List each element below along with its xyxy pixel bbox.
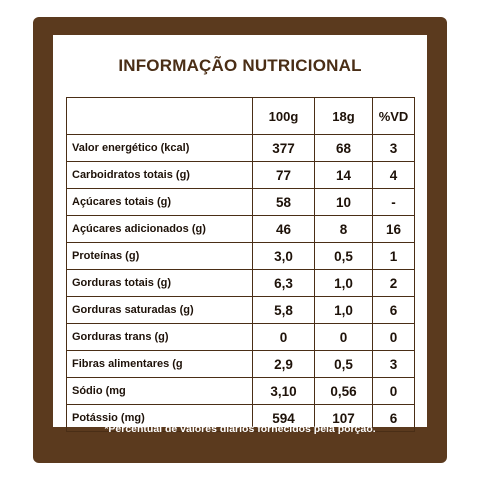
row-label: Fibras alimentares (g [66,350,253,378]
value-18g: 68 [314,134,373,162]
table-row: Carboidratos totais (g) 77 14 4 [66,161,415,189]
value-100g: 0 [252,323,315,351]
nutrition-title: INFORMAÇÃO NUTRICIONAL [118,56,362,75]
value-vd: 1 [372,242,415,270]
row-label: Carboidratos totais (g) [66,161,253,189]
table-row: Sódio (mg 3,10 0,56 0 [66,377,415,405]
table-row: Fibras alimentares (g 2,9 0,5 3 [66,350,415,378]
value-vd: 2 [372,269,415,297]
row-label: Açúcares totais (g) [66,188,253,216]
value-100g: 3,10 [252,377,315,405]
value-vd: - [372,188,415,216]
value-18g: 14 [314,161,373,189]
value-18g: 0,5 [314,350,373,378]
table-row: Proteínas (g) 3,0 0,5 1 [66,242,415,270]
value-100g: 594 [252,404,315,432]
value-100g: 77 [252,161,315,189]
row-label: Açúcares adicionados (g) [66,215,253,243]
value-vd: 6 [372,404,415,432]
row-label: Proteínas (g) [66,242,253,270]
table-row: Gorduras trans (g) 0 0 0 [66,323,415,351]
footnote: *Percentual de valores diários fornecido… [104,423,376,435]
row-label: Sódio (mg [66,377,253,405]
nutrition-panel: INFORMAÇÃO NUTRICIONAL 100g 18g %VD Valo… [53,35,427,432]
value-vd: 4 [372,161,415,189]
value-100g: 46 [252,215,315,243]
table-row: Potássio (mg) 594 107 6 [66,404,415,432]
value-18g: 1,0 [314,296,373,324]
value-vd: 3 [372,134,415,162]
value-18g: 0,56 [314,377,373,405]
table-row: Gorduras totais (g) 6,3 1,0 2 [66,269,415,297]
header-vd: %VD [372,97,415,135]
row-label: Gorduras saturadas (g) [66,296,253,324]
value-vd: 6 [372,296,415,324]
value-100g: 5,8 [252,296,315,324]
row-label: Gorduras trans (g) [66,323,253,351]
table-row: Valor energético (kcal) 377 68 3 [66,134,415,162]
table-row: Açúcares totais (g) 58 10 - [66,188,415,216]
value-100g: 2,9 [252,350,315,378]
nutrition-card: INFORMAÇÃO NUTRICIONAL 100g 18g %VD Valo… [33,17,447,463]
value-vd: 0 [372,323,415,351]
header-row: 100g 18g %VD [66,97,415,135]
value-100g: 377 [252,134,315,162]
value-18g: 0 [314,323,373,351]
value-100g: 6,3 [252,269,315,297]
value-vd: 16 [372,215,415,243]
header-empty [66,97,253,135]
value-vd: 3 [372,350,415,378]
nutrition-table: 100g 18g %VD Valor energético (kcal) 377… [66,97,415,432]
value-18g: 1,0 [314,269,373,297]
value-18g: 0,5 [314,242,373,270]
value-vd: 0 [372,377,415,405]
value-18g: 8 [314,215,373,243]
table-row: Gorduras saturadas (g) 5,8 1,0 6 [66,296,415,324]
row-label: Valor energético (kcal) [66,134,253,162]
value-100g: 58 [252,188,315,216]
row-label: Gorduras totais (g) [66,269,253,297]
table-row: Açúcares adicionados (g) 46 8 16 [66,215,415,243]
header-18g: 18g [314,97,373,135]
row-label: Potássio (mg) [66,404,253,432]
header-100g: 100g [252,97,315,135]
value-100g: 3,0 [252,242,315,270]
value-18g: 10 [314,188,373,216]
